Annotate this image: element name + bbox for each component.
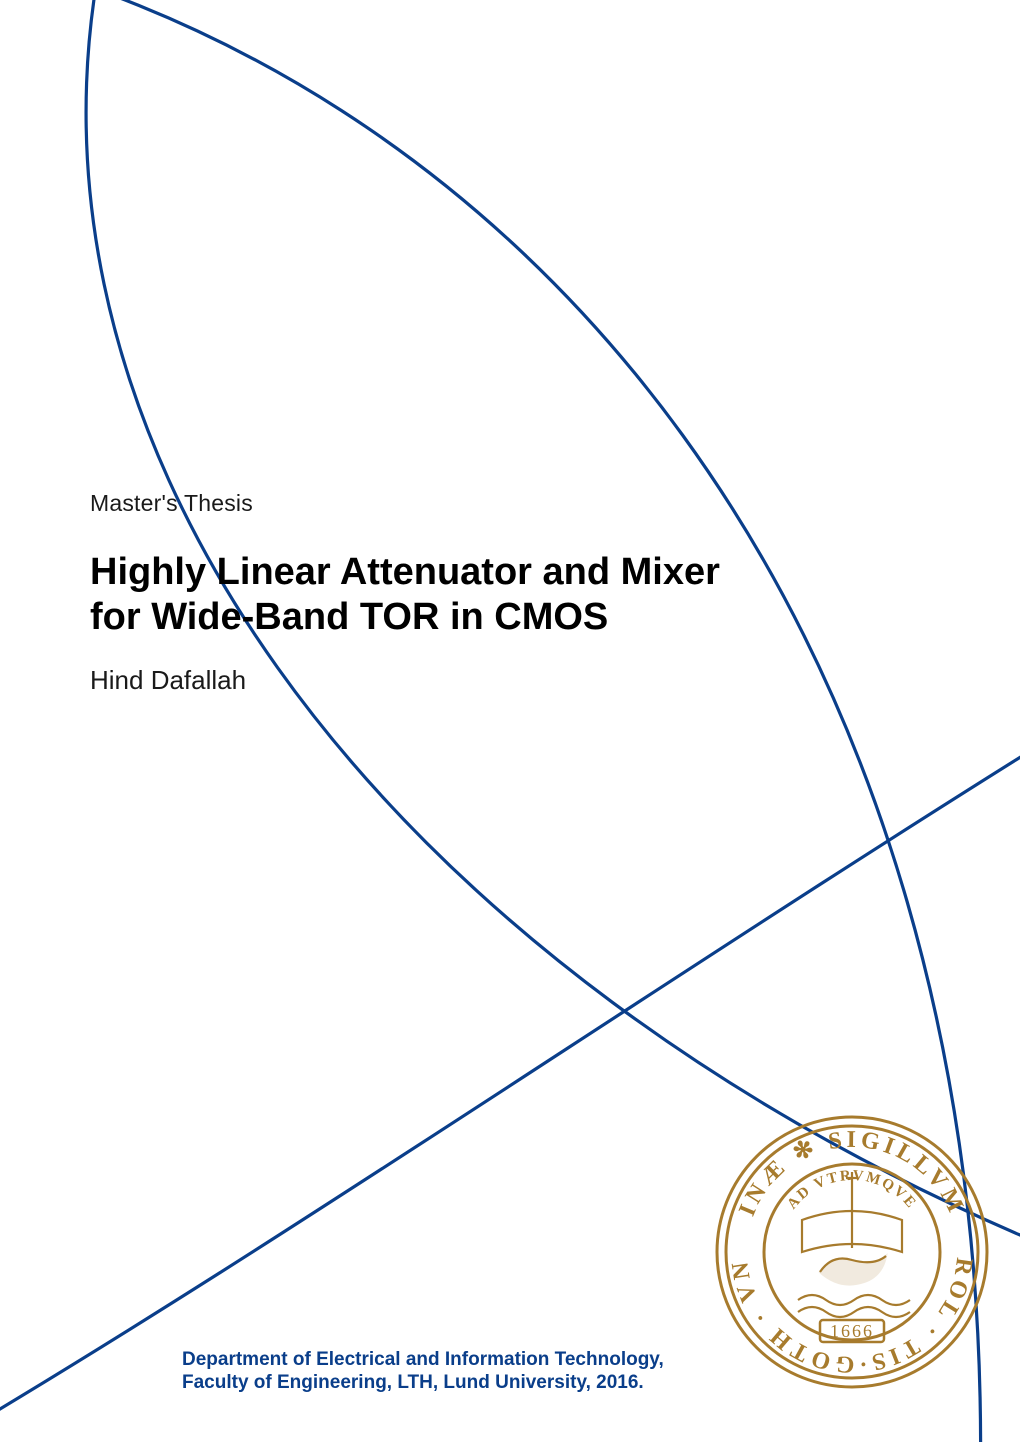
- title-line-2: for Wide-Band TOR in CMOS: [90, 596, 608, 638]
- dept-line-1: Department of Electrical and Information…: [182, 1349, 664, 1370]
- dept-line-2: Faculty of Engineering, LTH, Lund Univer…: [182, 1372, 644, 1393]
- title-line-1: Highly Linear Attenuator and Mixer: [90, 551, 720, 593]
- author-name: Hind Dafallah: [90, 665, 246, 696]
- department-footer: Department of Electrical and Information…: [182, 1348, 664, 1394]
- seal-year: 1666: [830, 1321, 874, 1341]
- thesis-title: Highly Linear Attenuator and Mixer for W…: [90, 550, 720, 640]
- university-seal-icon: INÆ ✻ SIGILLVM ORVM·CAROL · TIS·GOTH · V…: [702, 1102, 1002, 1402]
- thesis-type-label: Master's Thesis: [90, 490, 253, 517]
- thesis-cover-page: Master's Thesis Highly Linear Attenuator…: [0, 0, 1020, 1442]
